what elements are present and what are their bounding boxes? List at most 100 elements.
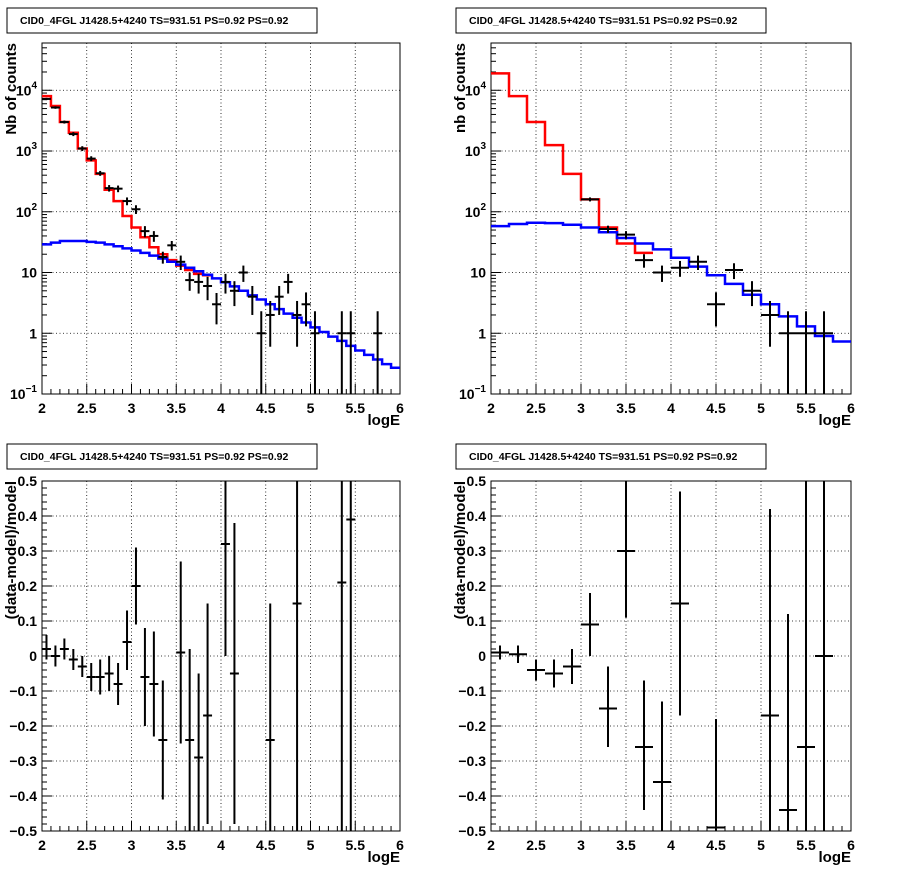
x-tick-label: 3.5: [167, 400, 187, 416]
x-axis-title: logE: [368, 412, 401, 429]
x-tick-label: 3.5: [616, 837, 636, 853]
y-axis-title: (data-model)/model: [3, 481, 20, 619]
plot-area: [42, 94, 400, 394]
y-tick-label: 0: [29, 648, 37, 664]
y-tick-label: 0.3: [467, 543, 487, 559]
x-tick-label: 2.5: [526, 837, 546, 853]
x-tick-label: 5.5: [796, 837, 816, 853]
x-tick-label: 3.5: [167, 837, 187, 853]
data-points: [491, 481, 833, 831]
y-axis-title: nb of counts: [452, 43, 469, 133]
y-tick-base: 10: [16, 204, 32, 220]
chart-title: CID0_4FGL J1428.5+4240 TS=931.51 PS=0.92…: [469, 15, 737, 27]
plot-area: [42, 481, 356, 831]
y-tick-base: 10: [10, 386, 26, 402]
x-tick-label: 4.5: [256, 837, 276, 853]
y-tick-label: −0.3: [458, 753, 486, 769]
x-axis-title: logE: [368, 849, 401, 866]
y-tick-label: 0.2: [467, 578, 487, 594]
y-tick-exponent: 2: [31, 202, 37, 213]
x-tick-label: 3: [577, 400, 585, 416]
y-tick-label: 102: [16, 202, 38, 220]
y-tick-label: −0.4: [9, 788, 37, 804]
chart-title: CID0_4FGL J1428.5+4240 TS=931.51 PS=0.92…: [469, 451, 737, 463]
chart-panel-4: 2 2.5 3 3.5 4 4.5 5 5.5 6 −0.5 −0.4 −0.3 −0.2 −0.1 0 0.…: [452, 443, 855, 866]
x-axis-title: logE: [819, 849, 852, 866]
y-tick-label: 103: [16, 141, 38, 159]
x-tick-label: 5: [757, 837, 765, 853]
y-tick-label: 0.2: [18, 578, 38, 594]
y-tick-label: 10−1: [459, 384, 486, 402]
y-tick-base: 10: [465, 204, 481, 220]
y-axis-ticks: [491, 42, 501, 395]
x-tick-label: 3.5: [616, 400, 636, 416]
y-tick-exponent: 2: [480, 202, 486, 213]
x-tick-label: 5.5: [346, 837, 366, 853]
y-tick-label: 0.1: [467, 613, 487, 629]
x-tick-label: 5: [307, 400, 315, 416]
x-tick-label: 2.5: [526, 400, 546, 416]
x-tick-label: 5.5: [346, 400, 366, 416]
plot-area: [491, 72, 851, 394]
grid-lines: [491, 43, 851, 394]
x-tick-label: 2: [38, 400, 46, 416]
x-tick-label: 4.5: [706, 837, 726, 853]
y-axis-title: Nb of counts: [3, 43, 20, 135]
title-box: [455, 7, 767, 34]
y-tick-label: −0.5: [458, 823, 486, 839]
title-box: [455, 443, 767, 470]
x-tick-label: 2.5: [77, 400, 97, 416]
y-tick-label: −0.5: [9, 823, 37, 839]
x-tick-label: 5.5: [796, 400, 816, 416]
x-tick-label: 6: [847, 837, 855, 853]
y-tick-label: 0.5: [467, 473, 487, 489]
x-tick-label: 2: [487, 400, 495, 416]
x-axis-ticks: [490, 384, 852, 394]
y-tick-label: 0: [478, 648, 486, 664]
chart-title: CID0_4FGL J1428.5+4240 TS=931.51 PS=0.92…: [20, 15, 288, 27]
y-tick-exponent: −1: [475, 384, 487, 395]
chart-title: CID0_4FGL J1428.5+4240 TS=931.51 PS=0.92…: [20, 451, 288, 463]
chart-panel-1: 2 2.5 3 3.5 4 4.5 5 5.5 610−1110102103104logENb …: [3, 7, 404, 429]
y-tick-label: 10: [470, 265, 486, 281]
x-tick-label: 2.5: [77, 837, 97, 853]
grid-lines: [491, 481, 851, 831]
x-axis-ticks: [41, 384, 401, 394]
title-box: [6, 7, 318, 34]
y-tick-base: 10: [465, 143, 481, 159]
chart-panel-3: 2 2.5 3 3.5 4 4.5 5 5.5 6 −0.5 −0.4 −0.3 −0.2 −0.1 0 0.…: [3, 443, 404, 866]
y-tick-label: −0.2: [458, 718, 486, 734]
y-tick-base: 10: [465, 82, 481, 98]
chart-panel-2: 2 2.5 3 3.5 4 4.5 5 5.5 610−1110102103104logEnb …: [452, 7, 855, 429]
y-tick-exponent: 3: [480, 141, 486, 152]
x-tick-label: 6: [396, 400, 404, 416]
x-tick-label: 4: [667, 837, 675, 853]
x-tick-label: 5: [307, 837, 315, 853]
y-tick-label: 104: [465, 80, 487, 98]
x-tick-label: 6: [396, 837, 404, 853]
data-points: [42, 97, 383, 394]
x-tick-label: 6: [847, 400, 855, 416]
y-tick-base: 10: [16, 82, 32, 98]
grid-lines: [42, 481, 400, 831]
y-tick-label: 0.3: [18, 543, 38, 559]
y-tick-exponent: −1: [26, 384, 38, 395]
series-step-line-1: [491, 72, 653, 255]
y-tick-exponent: 3: [31, 141, 37, 152]
y-tick-exponent: 4: [480, 80, 486, 91]
y-tick-label: 0.4: [18, 508, 38, 524]
x-tick-label: 3: [577, 837, 585, 853]
y-tick-label: 0.1: [18, 613, 38, 629]
y-tick-label: 104: [16, 80, 38, 98]
y-tick-label: −0.1: [458, 683, 486, 699]
x-axis-ticks: [41, 821, 401, 831]
y-tick-label: −0.2: [9, 718, 37, 734]
y-tick-label: 10−1: [10, 384, 37, 402]
y-tick-label: 10: [21, 265, 37, 281]
data-points: [581, 197, 833, 394]
x-axis-title: logE: [819, 412, 852, 429]
y-tick-label: 0.4: [467, 508, 487, 524]
y-tick-label: −0.1: [9, 683, 37, 699]
y-tick-base: 10: [459, 386, 475, 402]
